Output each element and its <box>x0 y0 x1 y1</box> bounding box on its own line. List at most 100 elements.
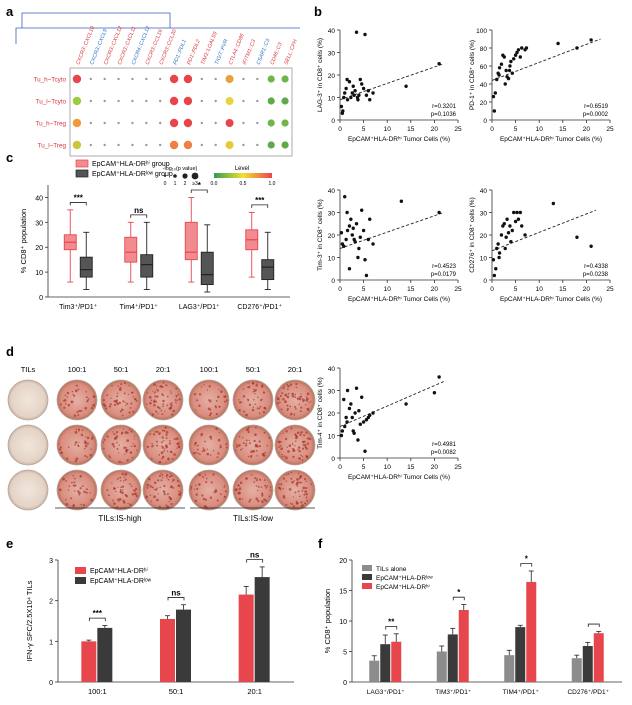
stat-label: r=0.4981 <box>432 442 457 448</box>
elispot-spot <box>159 486 161 489</box>
elispot-spot <box>252 390 255 393</box>
legend-swatch <box>362 565 372 571</box>
elispot-spot <box>248 439 250 442</box>
significance-label: *** <box>255 196 265 205</box>
elispot-spot <box>291 480 294 484</box>
size-legend-tick: 2 <box>184 181 187 187</box>
x-tick-label: 20 <box>431 126 439 133</box>
scatter-point <box>510 71 514 75</box>
elispot-spot <box>255 497 259 501</box>
elispot-spot <box>252 406 255 409</box>
elispot-spot <box>151 413 155 416</box>
elispot-spot <box>305 480 307 482</box>
panel-letter-e: e <box>6 536 13 551</box>
elispot-spot <box>149 433 151 436</box>
elispot-spot <box>208 385 211 388</box>
scatter-point <box>371 91 375 95</box>
elispot-spot <box>247 385 251 389</box>
scatter-point <box>339 433 344 438</box>
elispot-spot <box>281 455 283 458</box>
elispot-spot <box>158 460 162 464</box>
y-tick-label: 0 <box>331 118 335 125</box>
elispot-spot <box>89 454 93 457</box>
elispot-spot <box>247 455 250 458</box>
elispot-spot <box>130 445 133 448</box>
scatter-point <box>506 231 511 235</box>
elispot-spot <box>261 494 264 497</box>
elispot-well <box>274 379 316 421</box>
scatter-point <box>551 201 556 206</box>
elispot-spot <box>302 504 304 506</box>
elispot-spot <box>247 430 250 434</box>
category-label: TIM4⁺/PD1⁺ <box>503 689 539 696</box>
elispot-spot <box>260 486 263 488</box>
elispot-spot <box>290 477 293 480</box>
elispot-spot <box>280 483 283 486</box>
dotplot-dot <box>281 119 289 127</box>
dotplot-dot <box>117 143 120 147</box>
well-column-label: 20:1 <box>288 365 303 374</box>
elispot-spot <box>249 442 252 445</box>
x-tick-label: 0 <box>338 126 342 133</box>
elispot-spot <box>294 405 296 408</box>
legend-label: EpCAM⁺HLA-DRʰⁱ group <box>92 160 170 168</box>
scatter-point <box>358 235 362 239</box>
elispot-spot <box>293 414 295 416</box>
y-tick-label: 10 <box>328 434 336 441</box>
group-label: TILs:IS-high <box>98 514 141 523</box>
x-tick-label: 20 <box>583 286 591 293</box>
elispot-spot <box>80 409 83 412</box>
well-column-label: 50:1 <box>246 365 261 374</box>
scatter-point <box>502 55 506 59</box>
elispot-spot <box>286 395 290 399</box>
significance-bracket <box>385 626 398 630</box>
elispot-spot <box>70 400 74 404</box>
elispot-spot <box>81 485 84 488</box>
elispot-spot <box>118 497 122 501</box>
elispot-spot <box>158 454 161 456</box>
elispot-spot <box>172 487 175 489</box>
size-legend-dot <box>164 175 166 177</box>
elispot-spot <box>223 400 226 403</box>
scatter-point <box>363 32 367 37</box>
stat-label: r=0.6519 <box>584 104 609 110</box>
elispot-spot <box>65 480 67 482</box>
significance-bracket <box>190 189 208 193</box>
dotplot-dot <box>89 143 93 147</box>
scatter-point <box>344 415 348 420</box>
elispot-spot <box>292 496 294 498</box>
legend-label: EpCAM⁺HLA-DRˡᵒʷ <box>90 577 152 585</box>
y-tick-label: 0 <box>483 118 487 125</box>
elispot-spot <box>131 391 134 394</box>
elispot-spot <box>156 487 158 489</box>
elispot-spot <box>116 506 118 508</box>
scatter-point <box>355 95 360 100</box>
scatter-point <box>510 228 514 233</box>
elispot-spot <box>75 484 77 487</box>
scatter-point <box>354 30 359 34</box>
elispot-spot <box>157 412 159 414</box>
x-tick-label: 10 <box>384 464 392 471</box>
elispot-spot <box>301 398 304 400</box>
bar <box>447 634 458 682</box>
elispot-spot <box>125 446 128 449</box>
y-axis-label: % CD8⁺ population <box>19 209 28 273</box>
elispot-spot <box>306 437 310 440</box>
elispot-spot <box>146 392 149 394</box>
dotplot-dot <box>145 143 148 147</box>
elispot-spot <box>215 400 218 402</box>
elispot-well <box>100 424 142 466</box>
scatter-point <box>357 409 361 413</box>
elispot-spot <box>154 488 158 491</box>
scatter-point <box>399 199 404 203</box>
dotplot-dot <box>117 77 120 81</box>
x-tick-label: 0 <box>338 464 342 471</box>
scatter-point <box>344 237 348 242</box>
significance-bracket <box>167 597 185 601</box>
y-tick-label: 10 <box>339 619 347 626</box>
scatter-point <box>364 273 369 278</box>
elispot-spot <box>256 381 258 384</box>
elispot-spot <box>130 402 133 405</box>
elispot-spot <box>250 450 253 454</box>
elispot-spot <box>276 402 280 405</box>
